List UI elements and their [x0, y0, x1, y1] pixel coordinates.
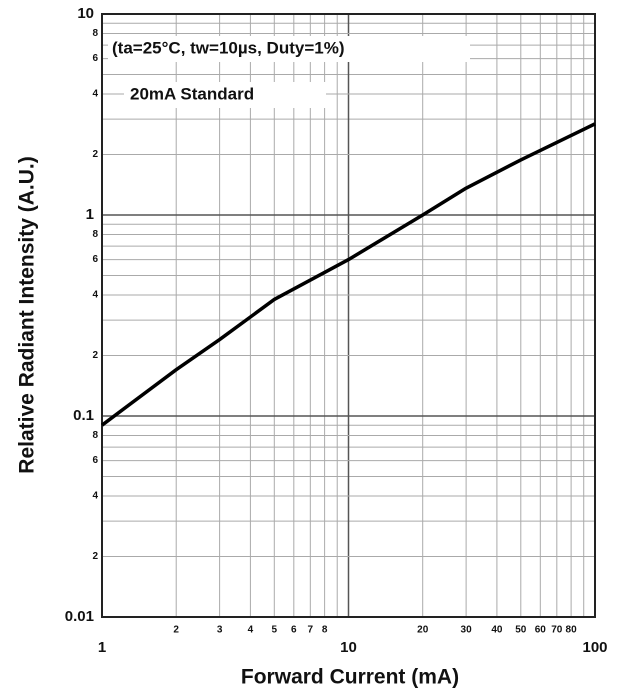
x-tick-label: 10	[340, 639, 357, 656]
x-tick-label: 30	[461, 625, 473, 636]
y-tick-label: 6	[92, 455, 98, 466]
annotation-background	[108, 36, 470, 62]
x-tick-label: 5	[272, 625, 278, 636]
y-tick-label: 8	[92, 28, 98, 39]
x-axis-label: Forward Current (mA)	[241, 666, 459, 689]
y-tick-label: 4	[92, 89, 98, 100]
x-tick-label: 2	[173, 625, 179, 636]
plot-frame	[101, 13, 596, 618]
x-tick-label: 8	[322, 625, 328, 636]
annotation: 20mA Standard	[130, 84, 254, 103]
y-tick-label: 2	[92, 149, 98, 160]
x-tick-label: 60	[535, 625, 547, 636]
annotation-background	[124, 82, 326, 108]
y-tick-label: 2	[92, 350, 98, 361]
y-tick-label: 8	[92, 430, 98, 441]
y-tick-label: 8	[92, 229, 98, 240]
x-tick-label: 80	[566, 625, 578, 636]
y-tick-label: 2	[92, 551, 98, 562]
x-tick-label: 20	[417, 625, 429, 636]
annotation: (ta=25°C, tw=10µs, Duty=1%)	[112, 38, 345, 57]
y-tick-label: 6	[92, 53, 98, 64]
x-tick-label: 50	[515, 625, 527, 636]
y-tick-label: 0.1	[73, 407, 94, 424]
x-tick-label: 4	[248, 625, 254, 636]
y-tick-label: 4	[92, 290, 98, 301]
y-tick-label: 0.01	[65, 608, 94, 625]
x-tick-label: 6	[291, 625, 297, 636]
y-tick-label: 6	[92, 254, 98, 265]
y-tick-label: 4	[92, 491, 98, 502]
data-line	[100, 122, 596, 427]
y-axis-label: Relative Radiant Intensity (A.U.)	[16, 156, 39, 473]
x-tick-label: 100	[582, 639, 607, 656]
x-tick-label: 3	[217, 625, 223, 636]
x-tick-label: 70	[551, 625, 563, 636]
x-tick-label: 40	[491, 625, 503, 636]
y-tick-label: 10	[77, 5, 94, 22]
x-tick-label: 7	[308, 625, 314, 636]
y-tick-label: 1	[86, 206, 94, 223]
x-tick-label: 1	[98, 639, 106, 656]
